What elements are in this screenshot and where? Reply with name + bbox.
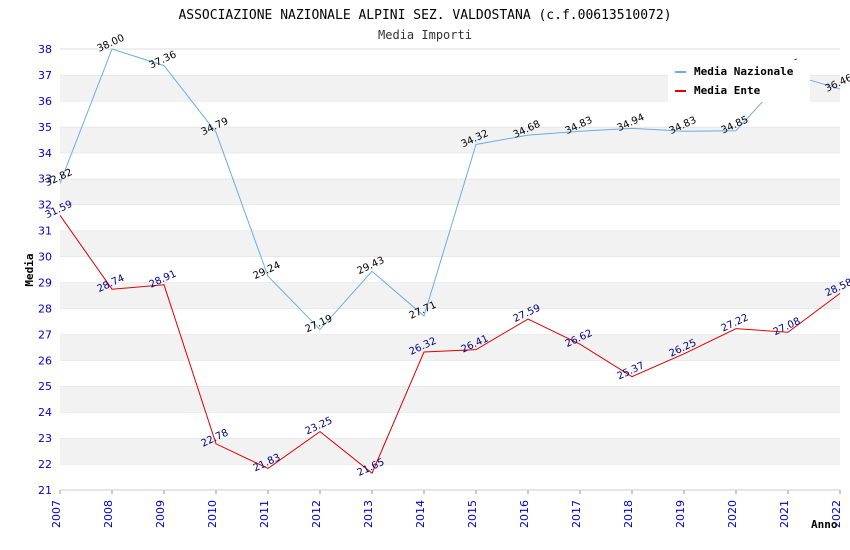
x-axis-ticks: 2007 2008 2009 2010 2011 2012 2013 2014 2015 2016… <box>50 490 843 528</box>
grid-band <box>60 386 840 412</box>
y-tick-label: 34 <box>38 147 52 160</box>
x-tick-label: 2020 <box>726 500 739 528</box>
chart-subtitle: Media Importi <box>378 28 472 42</box>
x-tick-label: 2009 <box>154 500 167 528</box>
chart-title: ASSOCIAZIONE NAZIONALE ALPINI SEZ. VALDO… <box>178 8 671 23</box>
x-tick-label: 2013 <box>362 500 375 528</box>
y-axis-label: Media <box>23 253 36 286</box>
grid-band <box>60 282 840 308</box>
grid-band <box>60 231 840 257</box>
grid-band <box>60 334 840 360</box>
y-tick-label: 29 <box>38 276 52 289</box>
y-tick-label: 31 <box>38 225 52 238</box>
y-tick-label: 37 <box>38 69 52 82</box>
grid-band <box>60 360 840 386</box>
x-tick-label: 2011 <box>258 500 271 528</box>
y-tick-label: 38 <box>38 43 52 56</box>
x-axis-label: Anno <box>811 518 838 531</box>
grid-bands <box>60 49 840 490</box>
x-tick-label: 2019 <box>674 500 687 528</box>
legend-label-media-ente: Media Ente <box>694 84 761 97</box>
x-tick-label: 2010 <box>206 500 219 528</box>
grid-band <box>60 101 840 127</box>
grid-band <box>60 438 840 464</box>
y-tick-label: 28 <box>38 302 52 315</box>
grid-band <box>60 205 840 231</box>
y-tick-label: 35 <box>38 121 52 134</box>
grid-band <box>60 153 840 179</box>
legend-label-media-nazionale: Media Nazionale <box>694 65 794 78</box>
x-tick-label: 2017 <box>570 500 583 528</box>
x-tick-label: 2018 <box>622 500 635 528</box>
x-tick-label: 2012 <box>310 500 323 528</box>
x-tick-label: 2015 <box>466 500 479 528</box>
grid-band <box>60 464 840 490</box>
y-tick-label: 21 <box>38 484 52 497</box>
y-tick-label: 22 <box>38 458 52 471</box>
y-tick-label: 36 <box>38 95 52 108</box>
grid-band <box>60 412 840 438</box>
y-tick-label: 25 <box>38 380 52 393</box>
y-tick-label: 30 <box>38 251 52 264</box>
x-tick-label: 2021 <box>778 500 791 528</box>
x-tick-label: 2014 <box>414 500 427 528</box>
grid-band <box>60 179 840 205</box>
y-tick-label: 24 <box>38 406 52 419</box>
y-tick-label: 26 <box>38 354 52 367</box>
x-tick-label: 2016 <box>518 500 531 528</box>
x-tick-label: 2007 <box>50 500 63 528</box>
y-tick-label: 27 <box>38 328 52 341</box>
x-tick-label: 2008 <box>102 500 115 528</box>
y-tick-label: 23 <box>38 432 52 445</box>
legend: Media Nazionale Media Ente <box>668 60 810 102</box>
